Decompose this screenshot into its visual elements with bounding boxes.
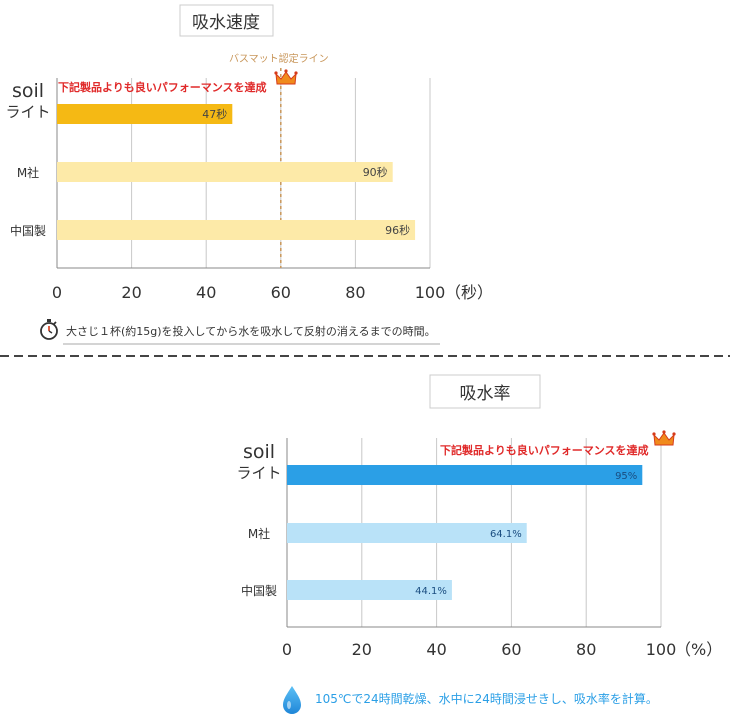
bar-2 <box>57 220 416 240</box>
water-drop-icon <box>283 686 301 714</box>
category-label: 中国製 <box>10 223 46 238</box>
chart2-bars: 95% 64.1% 44.1% <box>287 465 643 600</box>
reference-line-label: バスマット認定ライン <box>229 52 329 65</box>
x-tick-label: 60 <box>501 640 521 659</box>
stopwatch-icon <box>40 319 58 340</box>
crown-icon <box>274 69 298 85</box>
chart2-title: 吸水率 <box>460 384 511 404</box>
bar-1 <box>57 162 393 182</box>
chart1-unit-label: （秒） <box>445 283 493 302</box>
bar-2 <box>287 580 452 600</box>
x-tick-label: 40 <box>426 640 446 659</box>
category-label: M社 <box>248 526 270 541</box>
chart1-tick-labels: 0 20 40 60 80 100 <box>52 283 445 302</box>
chart2-title-box <box>429 374 541 409</box>
crown-icon <box>652 430 676 446</box>
bar-value-label: 96秒 <box>385 223 410 237</box>
x-tick-label: 0 <box>52 283 62 302</box>
x-tick-label: 80 <box>576 640 596 659</box>
x-tick-label: 0 <box>282 640 292 659</box>
chart1-footnote: 大さじ１杯(約15g)を投入してから水を吸水して反射の消えるまでの時間。 <box>66 324 436 338</box>
x-tick-label: 20 <box>121 283 141 302</box>
x-tick-label: 100 <box>646 640 677 659</box>
bar-1 <box>287 523 527 543</box>
bar-value-label: 90秒 <box>363 165 388 179</box>
x-tick-label: 60 <box>271 283 291 302</box>
category-label: soil ライト <box>5 80 50 121</box>
x-tick-label: 40 <box>196 283 216 302</box>
x-tick-label: 80 <box>345 283 365 302</box>
bar-value-label: 47秒 <box>202 107 227 121</box>
x-tick-label: 100 <box>415 283 446 302</box>
category-label: M社 <box>17 165 39 180</box>
category-label: 中国製 <box>241 583 277 598</box>
chart1-title-box <box>179 4 274 37</box>
chart1-title: 吸水速度 <box>192 13 260 33</box>
bar-0 <box>57 104 233 124</box>
chart2-unit-label: （%） <box>675 640 722 659</box>
bar-0 <box>287 465 643 485</box>
x-tick-label: 20 <box>352 640 372 659</box>
bar-value-label: 64.1% <box>490 529 522 540</box>
bar-value-label: 44.1% <box>415 586 447 597</box>
chart1-reference-line-group: バスマット認定ライン <box>229 52 329 268</box>
chart1-highlight-note: 下記製品よりも良いパフォーマンスを達成 <box>58 80 267 94</box>
chart1-bars: 47秒 90秒 96秒 <box>57 104 416 240</box>
category-label: soil ライト <box>236 441 281 482</box>
chart2-highlight-note: 下記製品よりも良いパフォーマンスを達成 <box>440 443 649 457</box>
chart2-tick-labels: 0 20 40 60 80 100 <box>282 640 676 659</box>
chart2-footnote: 105℃で24時間乾燥、水中に24時間浸せきし、吸水率を計算。 <box>315 691 658 706</box>
bar-value-label: 95% <box>615 471 637 482</box>
